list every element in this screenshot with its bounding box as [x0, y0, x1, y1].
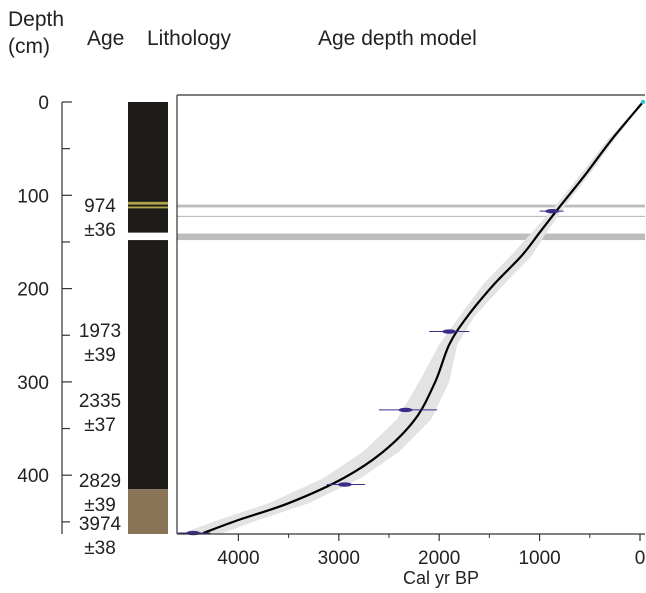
surface-point: [640, 99, 646, 105]
x-tick-label: 3000: [318, 548, 360, 569]
lithology-layer-dark: [128, 102, 168, 490]
age-label-error: ±39: [84, 345, 116, 366]
model-line: [202, 101, 644, 535]
uncertainty-envelope: [183, 102, 643, 533]
x-tick-label: 0: [635, 548, 646, 569]
depth-tick-label: 300: [17, 373, 49, 394]
lithology-layer-olive: [128, 206, 168, 209]
x-axis: 4000 3000 2000 1000 0: [217, 534, 645, 569]
lithology-layer-white: [128, 232, 168, 241]
age-header: Age: [87, 27, 124, 50]
date-point: [398, 407, 413, 413]
lithology-layer-olive: [128, 201, 168, 205]
date-point: [442, 329, 457, 334]
age-label-error: ±36: [84, 220, 116, 241]
age-label-value: 974: [84, 196, 116, 217]
depth-axis: 0 100 200 300 400: [17, 93, 72, 534]
age-label-error: ±37: [84, 415, 116, 436]
depth-tick-label: 0: [38, 93, 49, 114]
age-label-error: ±38: [84, 538, 116, 559]
date-point: [545, 208, 560, 214]
age-label-error: ±39: [84, 495, 116, 516]
x-tick-label: 1000: [518, 548, 560, 569]
age-label-value: 1973: [79, 321, 121, 342]
tephra-band: [177, 215, 645, 218]
x-tick-label: 2000: [418, 548, 460, 569]
age-label-value: 3974: [79, 514, 122, 535]
age-label-value: 2335: [79, 391, 121, 412]
model-header: Age depth model: [318, 27, 477, 50]
depth-tick-label: 100: [17, 186, 49, 207]
lithology-layer-base: [128, 489, 168, 534]
date-point: [337, 482, 352, 487]
age-label-value: 2829: [79, 471, 121, 492]
plot-area: [176, 94, 646, 536]
tephra-band: [177, 233, 645, 241]
depth-header-line1: Depth: [8, 8, 64, 31]
depth-header-line2: (cm): [8, 35, 50, 58]
depth-tick-label: 400: [17, 466, 49, 487]
lithology-header: Lithology: [147, 27, 232, 50]
lithology-column: [128, 102, 168, 534]
depth-tick-label: 200: [17, 280, 49, 301]
x-axis-label: Cal yr BP: [403, 568, 479, 588]
x-tick-label: 4000: [217, 548, 259, 569]
tephra-band: [177, 204, 645, 208]
